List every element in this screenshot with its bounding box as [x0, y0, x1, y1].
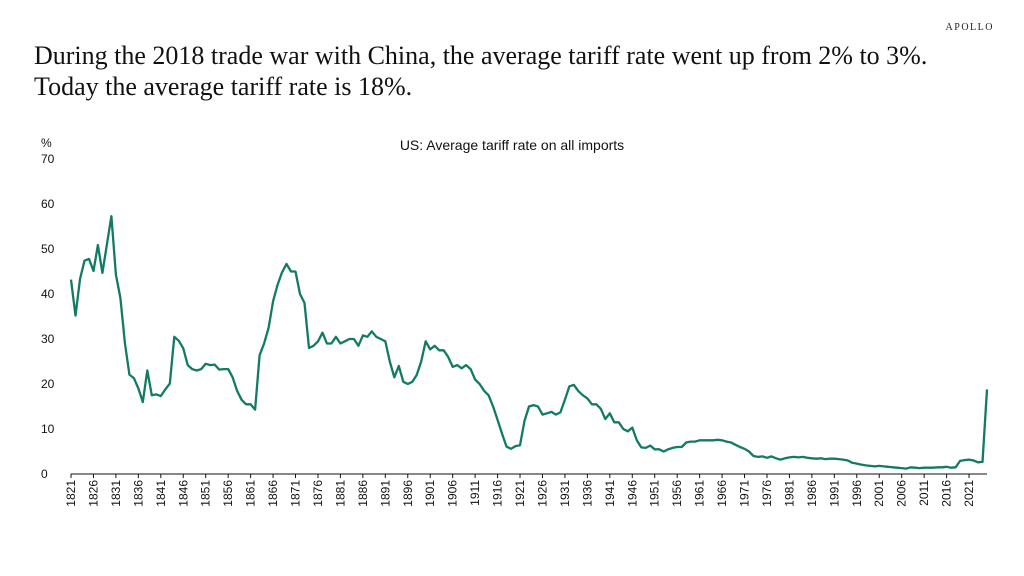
x-tick-label: 1891: [378, 480, 392, 507]
x-tick-label: 1866: [266, 480, 280, 507]
y-tick-label: 0: [41, 467, 48, 481]
x-tick-label: 1851: [199, 480, 213, 507]
x-tick-label: 2006: [895, 480, 909, 507]
x-tick-label: 1856: [221, 480, 235, 507]
x-tick-label: 1941: [603, 480, 617, 507]
x-tick-label: 1981: [782, 480, 796, 507]
x-tick-label: 1831: [109, 480, 123, 507]
x-tick-label: 1931: [558, 480, 572, 507]
x-tick-label: 1956: [670, 480, 684, 507]
x-tick-label: 1901: [423, 480, 437, 507]
brand-logo: APOLLO: [945, 22, 994, 33]
x-tick-label: 2021: [962, 480, 976, 507]
x-tick-label: 2001: [872, 480, 886, 507]
x-tick-label: 2016: [940, 480, 954, 507]
x-tick-label: 1986: [805, 480, 819, 507]
x-axis: 1821 1826 1831 1836 1841 1846 1851 1856 1861 1866…: [64, 473, 987, 507]
x-tick-label: 1991: [827, 480, 841, 507]
chart-title: US: Average tariff rate on all imports: [400, 137, 624, 153]
x-tick-label: 1846: [176, 480, 190, 507]
x-tick-label: 1906: [446, 480, 460, 507]
x-tick-label: 1971: [738, 480, 752, 507]
x-tick-label: 1826: [86, 480, 100, 507]
x-tick-label: 1886: [356, 480, 370, 507]
x-tick-label: 1946: [625, 480, 639, 507]
y-tick-label: 40: [41, 287, 55, 301]
x-tick-label: 1871: [289, 480, 303, 507]
x-tick-label: 1821: [64, 480, 78, 507]
y-tick-label: 10: [41, 422, 55, 436]
y-tick-label: 30: [41, 332, 55, 346]
y-axis: 0 10 20 30 40 50 60 70: [41, 152, 55, 481]
y-axis-unit-label: %: [41, 136, 52, 150]
x-tick-label: 1876: [311, 480, 325, 507]
series-line: [69, 215, 989, 470]
x-tick-label: 1936: [580, 480, 594, 507]
x-tick-label: 1961: [693, 480, 707, 507]
x-tick-label: 1896: [401, 480, 415, 507]
x-tick-label: 1921: [513, 480, 527, 507]
x-tick-label: 1881: [333, 480, 347, 507]
y-tick-label: 50: [41, 242, 55, 256]
x-tick-label: 2011: [917, 480, 931, 506]
x-tick-label: 1951: [648, 480, 662, 507]
x-tick-label: 1966: [715, 480, 729, 507]
x-tick-label: 1861: [244, 480, 258, 507]
headline-line-1: During the 2018 trade war with China, th…: [34, 41, 928, 70]
x-tick-label: 1926: [535, 480, 549, 507]
y-tick-label: 20: [41, 377, 55, 391]
y-tick-label: 70: [41, 152, 55, 166]
headline: During the 2018 trade war with China, th…: [34, 40, 994, 102]
x-tick-label: 1996: [850, 480, 864, 507]
y-tick-label: 60: [41, 197, 55, 211]
x-tick-label: 1836: [131, 480, 145, 507]
headline-line-2: Today the average tariff rate is 18%.: [34, 72, 413, 101]
x-tick-label: 1916: [491, 480, 505, 507]
x-tick-label: 1976: [760, 480, 774, 507]
x-tick-label: 1841: [154, 480, 168, 507]
x-tick-label: 1911: [468, 480, 482, 506]
